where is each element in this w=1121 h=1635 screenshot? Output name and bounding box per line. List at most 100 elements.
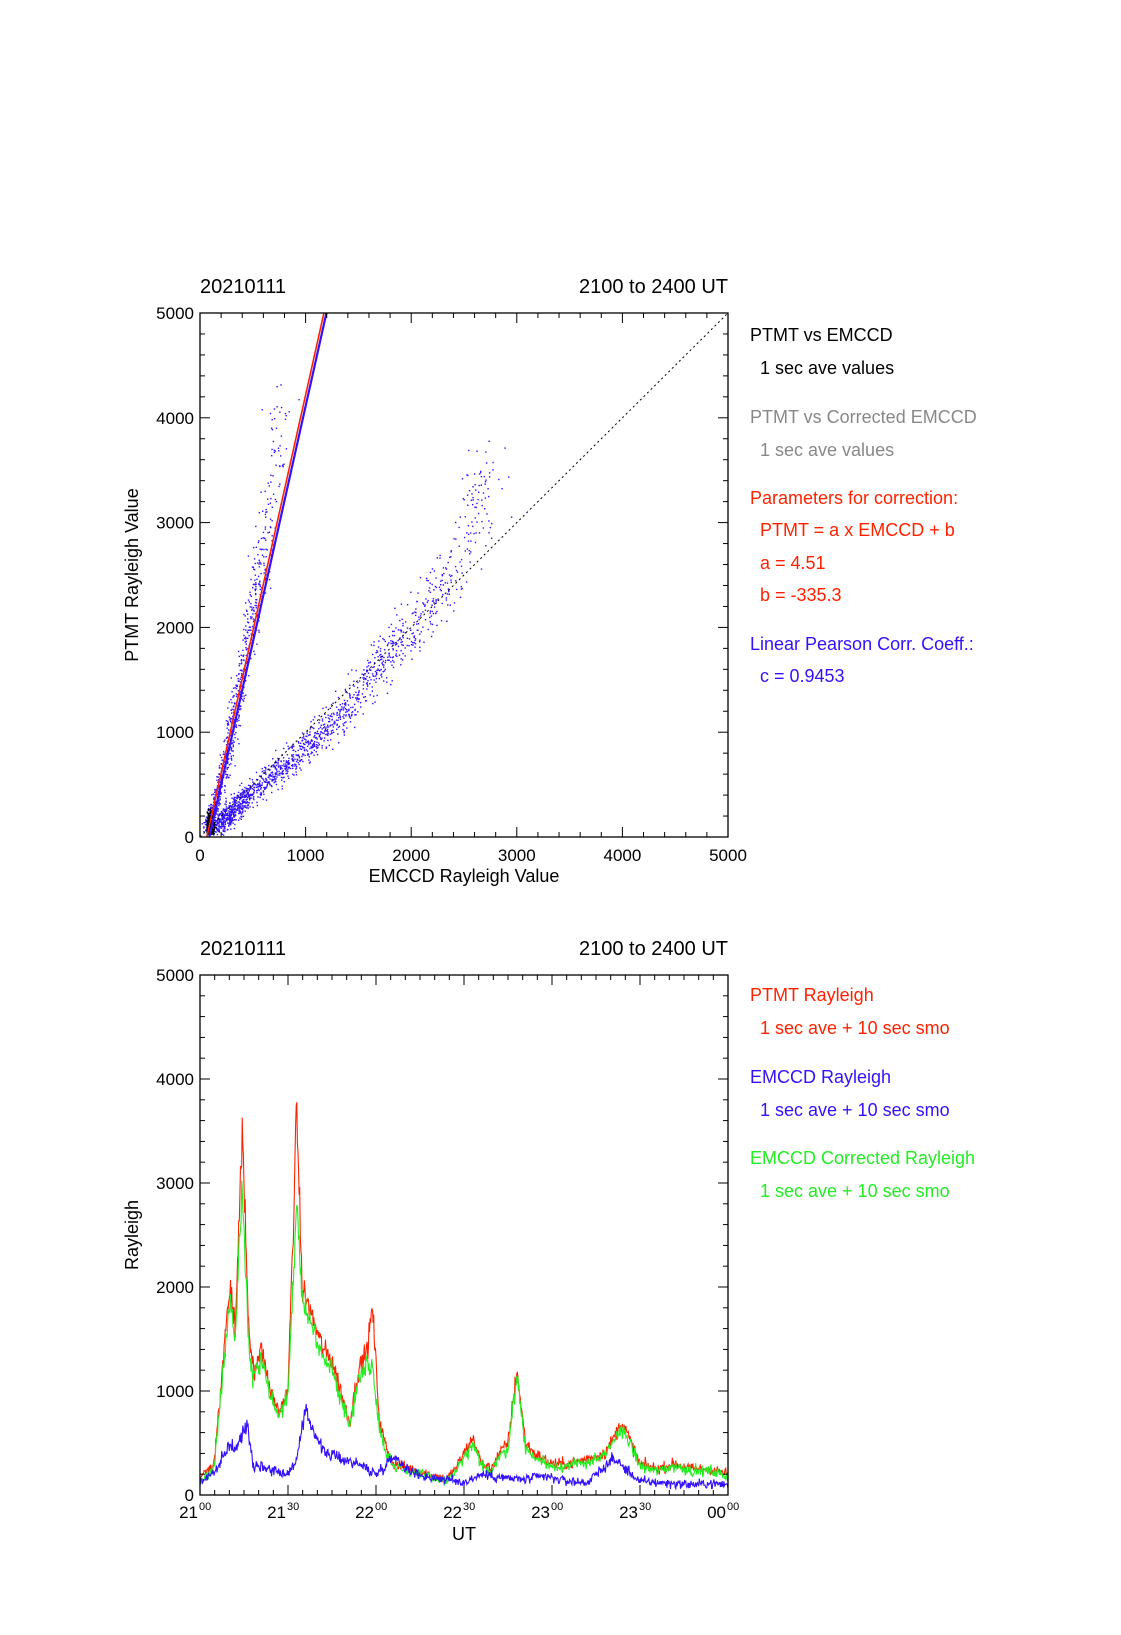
- scatter-point: [219, 798, 221, 800]
- scatter-point: [230, 811, 232, 813]
- scatter-point: [333, 722, 335, 724]
- scatter-point: [229, 774, 231, 776]
- scatter-point: [206, 813, 209, 815]
- scatter-point: [355, 669, 357, 672]
- scatter-point: [478, 532, 481, 534]
- scatter-point: [348, 708, 350, 711]
- scatter-point: [246, 661, 248, 663]
- scatter-point: [205, 820, 207, 823]
- scatter-point: [222, 823, 224, 826]
- scatter-point: [364, 673, 366, 675]
- scatter-point: [396, 655, 398, 658]
- scatter-point: [315, 746, 317, 748]
- scatter-point: [235, 695, 238, 698]
- scatter-point: [323, 727, 325, 729]
- scatter-point: [219, 754, 221, 756]
- scatter-point: [232, 822, 234, 824]
- scatter-point: [218, 765, 221, 767]
- scatter-point: [249, 806, 251, 808]
- scatter-point: [224, 830, 226, 832]
- scatter-x-tick-label: 5000: [709, 846, 747, 865]
- scatter-point: [281, 465, 284, 467]
- scatter-point: [222, 822, 224, 825]
- scatter-point: [391, 656, 394, 659]
- scatter-point: [469, 561, 471, 563]
- scatter-point: [281, 764, 283, 767]
- scatter-point: [231, 701, 233, 704]
- scatter-point: [292, 754, 295, 756]
- scatter-point: [478, 491, 480, 493]
- scatter-point: [304, 743, 306, 746]
- scatter-point: [222, 825, 224, 827]
- scatter-point: [223, 825, 225, 828]
- scatter-point: [278, 465, 281, 467]
- scatter-point: [365, 678, 367, 681]
- scatter-point: [388, 655, 390, 657]
- scatter-point: [397, 629, 400, 631]
- scatter-point: [239, 817, 241, 819]
- scatter-point: [263, 564, 265, 567]
- scatter-point: [379, 654, 381, 656]
- scatter-point: [222, 814, 224, 816]
- scatter-point: [261, 767, 263, 770]
- scatter-point: [412, 644, 414, 646]
- scatter-point: [390, 661, 392, 663]
- scatter-point: [252, 784, 254, 786]
- scatter-point: [470, 499, 473, 501]
- scatter-point: [205, 829, 207, 831]
- scatter-point: [356, 694, 358, 697]
- scatter-point: [213, 796, 216, 798]
- scatter-point: [371, 690, 373, 692]
- scatter-point: [261, 409, 263, 411]
- scatter-point: [330, 724, 332, 726]
- scatter-point: [303, 747, 306, 749]
- scatter-point: [315, 737, 317, 739]
- scatter-point: [322, 724, 325, 726]
- scatter-point: [203, 827, 205, 829]
- scatter-point: [401, 644, 403, 646]
- scatter-point: [286, 754, 289, 756]
- scatter-point: [292, 746, 294, 748]
- scatter-point: [280, 776, 283, 779]
- scatter-point: [229, 717, 231, 719]
- scatter-point: [302, 735, 305, 737]
- scatter-point: [240, 659, 243, 661]
- scatter-point: [218, 778, 220, 781]
- scatter-point: [237, 711, 240, 713]
- scatter-point: [450, 556, 452, 558]
- scatter-point: [348, 713, 350, 716]
- scatter-point: [215, 827, 217, 829]
- scatter-point: [237, 680, 240, 682]
- scatter-point: [318, 722, 320, 724]
- scatter-point: [243, 697, 245, 700]
- scatter-point: [238, 663, 241, 665]
- scatter-point: [406, 627, 409, 629]
- scatter-point: [338, 717, 340, 719]
- scatter-point: [209, 812, 211, 814]
- scatter-point: [309, 761, 311, 763]
- scatter-point: [225, 804, 227, 806]
- scatter-point: [411, 612, 413, 615]
- scatter-point: [375, 681, 377, 683]
- scatter-point: [265, 508, 267, 511]
- scatter-point: [251, 566, 254, 568]
- scatter-point: [348, 692, 351, 695]
- scatter-point: [339, 709, 341, 711]
- scatter-point: [461, 478, 464, 480]
- scatter-point: [227, 732, 229, 734]
- scatter-point: [222, 813, 224, 816]
- scatter-point: [295, 774, 298, 776]
- scatter-x-tick-label: 3000: [498, 846, 536, 865]
- scatter-point: [459, 561, 461, 563]
- scatter-point: [258, 583, 260, 586]
- scatter-point: [479, 471, 482, 474]
- scatter-point: [384, 640, 386, 643]
- scatter-point: [474, 506, 476, 508]
- scatter-point: [312, 719, 315, 721]
- scatter-point: [464, 550, 466, 552]
- scatter-point: [222, 824, 225, 826]
- scatter-point: [235, 725, 237, 728]
- scatter-point: [209, 810, 211, 812]
- scatter-point: [230, 677, 232, 679]
